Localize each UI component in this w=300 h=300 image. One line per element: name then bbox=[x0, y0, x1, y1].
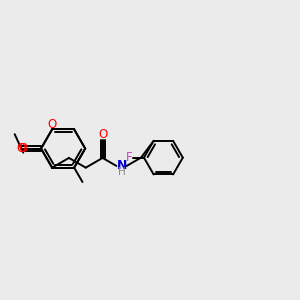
Text: O: O bbox=[18, 142, 28, 155]
Text: O: O bbox=[47, 118, 57, 130]
Text: O: O bbox=[98, 128, 107, 141]
Text: O: O bbox=[16, 142, 26, 155]
Text: F: F bbox=[126, 151, 133, 164]
Text: N: N bbox=[116, 159, 127, 172]
Text: H: H bbox=[118, 167, 126, 177]
